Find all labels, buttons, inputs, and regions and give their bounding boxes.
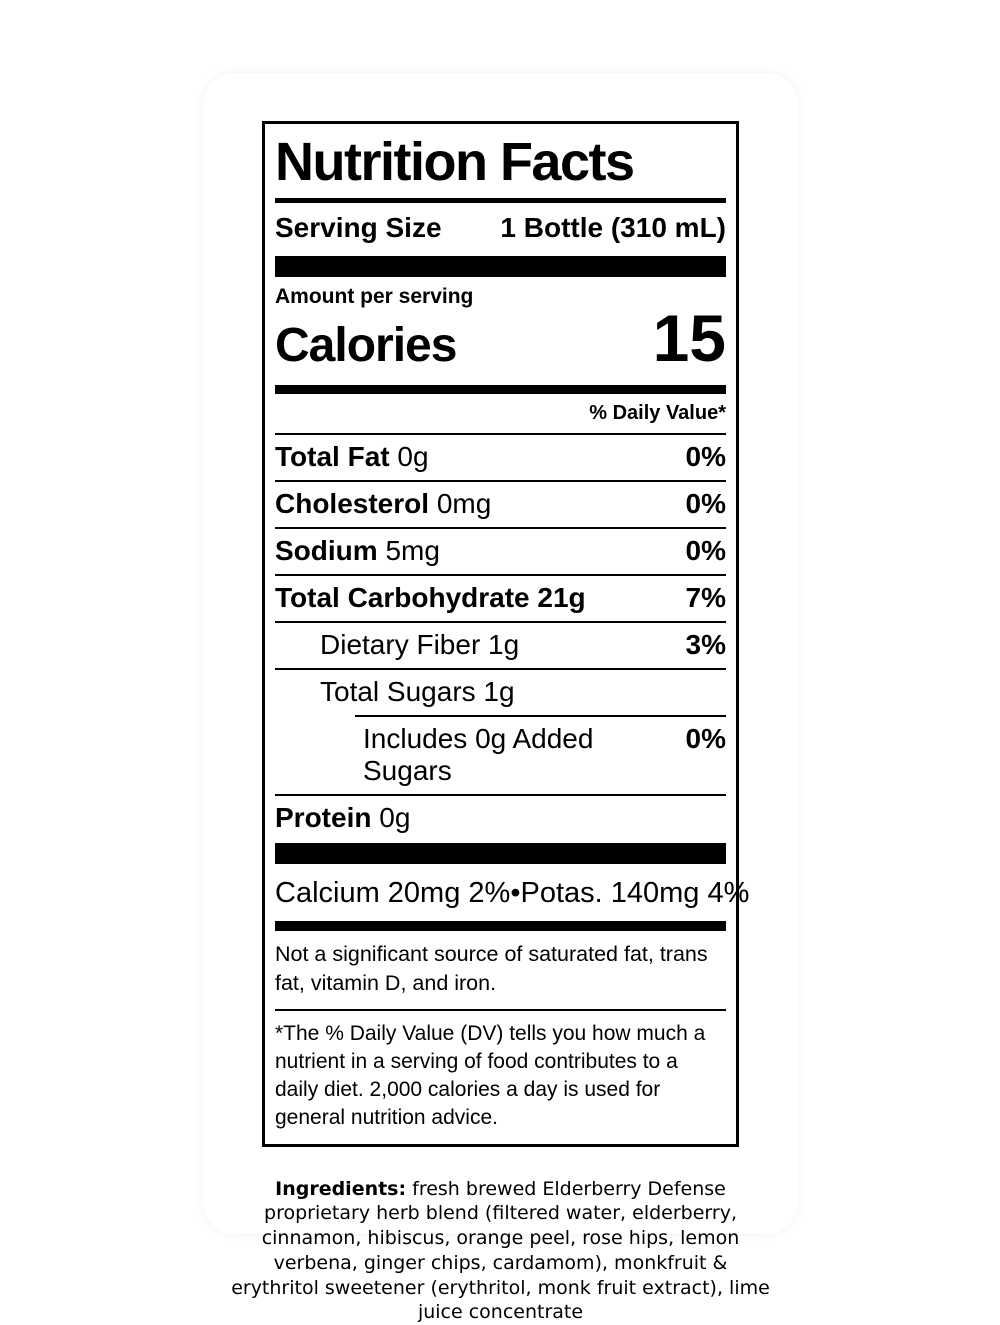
calcium-value: Calcium 20mg 2% (275, 877, 511, 910)
separator-bar-thick-top (275, 255, 726, 277)
nutrition-facts-panel: Nutrition Facts Serving Size 1 Bottle (3… (262, 121, 749, 1147)
bullet-separator: • (510, 877, 521, 910)
nutrient-name-amount: Sodium 5mg (275, 535, 440, 567)
nutrient-name-amount: Total Carbohydrate 21g (275, 582, 586, 614)
nutrient-row-protein: Protein 0g (275, 796, 726, 841)
nutrient-dv: 0% (685, 488, 726, 520)
ingredients-paragraph: Ingredients: fresh brewed Elderberry Def… (228, 1177, 773, 1325)
daily-value-footnote: *The % Daily Value (DV) tells you how mu… (275, 1022, 706, 1129)
nutrient-dv: 0% (685, 535, 726, 567)
nutrient-name-amount: Total Fat 0g (275, 441, 429, 473)
separator-bar-medium (275, 385, 726, 395)
amount-per-serving-label: Amount per serving (275, 284, 474, 308)
nutrient-dv: 0% (685, 441, 726, 473)
calories-value: 15 (652, 300, 726, 375)
serving-size-label: Serving Size (275, 211, 442, 243)
nutrient-row-total-fat: Total Fat 0g 0% (275, 435, 726, 483)
indented-rule (355, 715, 726, 718)
minerals-row: Calcium 20mg 2% • Potas. 140mg 4% (275, 864, 749, 921)
potassium-value: Potas. 140mg 4% (520, 877, 750, 910)
separator-bar-medium-2 (275, 921, 726, 932)
nutrient-name-amount: Dietary Fiber 1g (320, 629, 520, 661)
nutrition-facts-title: Nutrition Facts (275, 132, 635, 192)
title-rule (275, 197, 726, 203)
separator-bar-thick-bottom (275, 843, 726, 865)
serving-size-row: Serving Size 1 Bottle (310 mL) (275, 203, 726, 256)
nutrient-row-total-sugars: Total Sugars 1g (275, 670, 726, 715)
nutrient-name-amount: Cholesterol 0mg (275, 488, 492, 520)
daily-value-header: % Daily Value* (275, 394, 726, 436)
nutrient-dv: 0% (685, 723, 726, 755)
nutrient-dv: 3% (685, 629, 726, 661)
nutrient-name-amount: Includes 0g Added Sugars (363, 723, 594, 787)
serving-size-value: 1 Bottle (310 mL) (500, 211, 726, 243)
nutrient-row-total-carbohydrate: Total Carbohydrate 21g 7% (275, 576, 726, 624)
nutrient-row-dietary-fiber: Dietary Fiber 1g 3% (275, 623, 726, 671)
nutrient-row-cholesterol: Cholesterol 0mg 0% (275, 482, 726, 530)
nutrient-row-added-sugars: Includes 0g Added Sugars 0% (275, 717, 726, 797)
nutrient-row-sodium: Sodium 5mg 0% (275, 529, 726, 577)
product-label-card: Nutrition Facts Serving Size 1 Bottle (3… (203, 73, 798, 1323)
calories-label: Calories (275, 318, 457, 372)
nutrient-name-amount: Total Sugars 1g (320, 676, 515, 708)
calories-row: Calories 15 (275, 300, 726, 375)
ingredients-label: Ingredients: (275, 1177, 407, 1200)
not-significant-note: Not a significant source of saturated fa… (275, 931, 726, 1012)
nutrient-name-amount: Protein 0g (275, 802, 411, 834)
nutrient-dv: 7% (685, 582, 726, 614)
